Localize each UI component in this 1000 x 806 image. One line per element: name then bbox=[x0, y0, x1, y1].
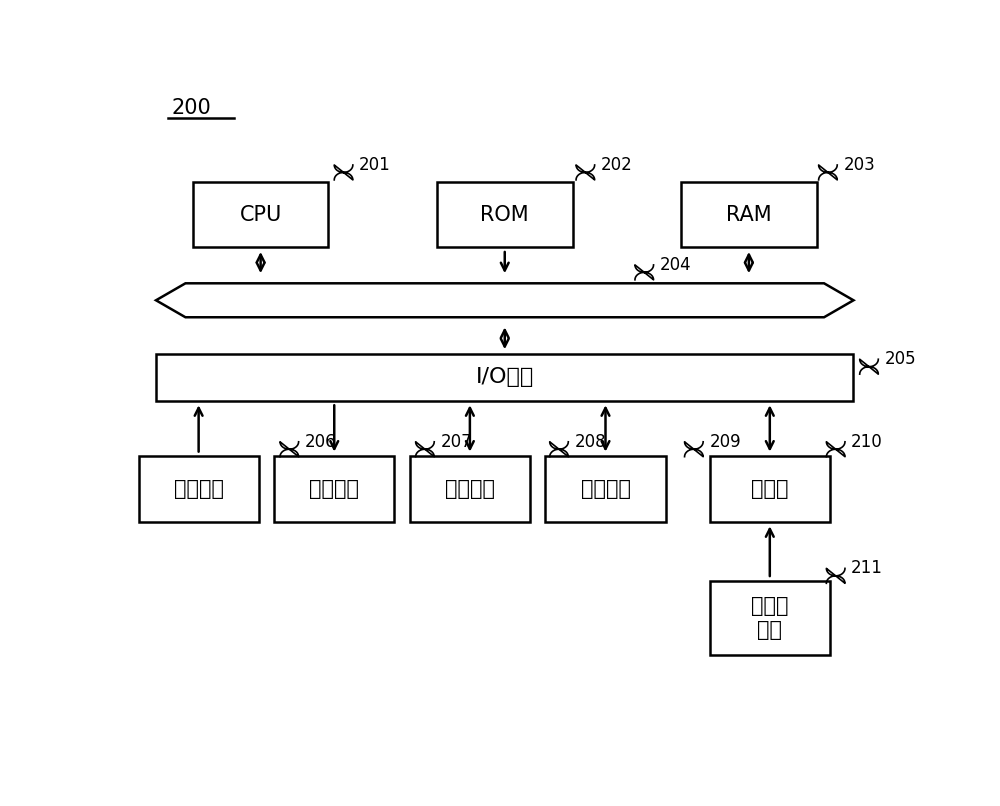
Text: 210: 210 bbox=[851, 433, 883, 451]
Text: 储存部分: 储存部分 bbox=[445, 479, 495, 499]
Text: 205: 205 bbox=[885, 351, 916, 368]
Bar bbox=[710, 581, 830, 655]
Bar bbox=[437, 182, 573, 247]
Bar bbox=[156, 354, 853, 401]
Text: 可拆卸
介质: 可拆卸 介质 bbox=[751, 596, 789, 640]
Text: 输出部分: 输出部分 bbox=[309, 479, 359, 499]
Text: 208: 208 bbox=[574, 433, 606, 451]
Bar bbox=[681, 182, 817, 247]
Text: ROM: ROM bbox=[480, 205, 529, 225]
Bar bbox=[139, 456, 259, 521]
Text: 200: 200 bbox=[172, 98, 211, 118]
Bar bbox=[410, 456, 530, 521]
Text: 203: 203 bbox=[843, 156, 875, 174]
Text: 201: 201 bbox=[359, 156, 391, 174]
Text: 209: 209 bbox=[709, 433, 741, 451]
Text: 211: 211 bbox=[851, 559, 883, 577]
Text: I/O接口: I/O接口 bbox=[476, 368, 534, 387]
Text: RAM: RAM bbox=[726, 205, 772, 225]
Text: CPU: CPU bbox=[239, 205, 282, 225]
Bar bbox=[193, 182, 328, 247]
Bar bbox=[545, 456, 666, 521]
Polygon shape bbox=[156, 283, 854, 318]
Text: 驱动器: 驱动器 bbox=[751, 479, 789, 499]
Text: 207: 207 bbox=[440, 433, 472, 451]
Bar bbox=[710, 456, 830, 521]
Text: 204: 204 bbox=[660, 256, 691, 274]
Text: 202: 202 bbox=[601, 156, 633, 174]
Text: 206: 206 bbox=[305, 433, 336, 451]
Text: 输入部分: 输入部分 bbox=[174, 479, 224, 499]
Bar bbox=[274, 456, 394, 521]
Text: 通信部分: 通信部分 bbox=[580, 479, 631, 499]
